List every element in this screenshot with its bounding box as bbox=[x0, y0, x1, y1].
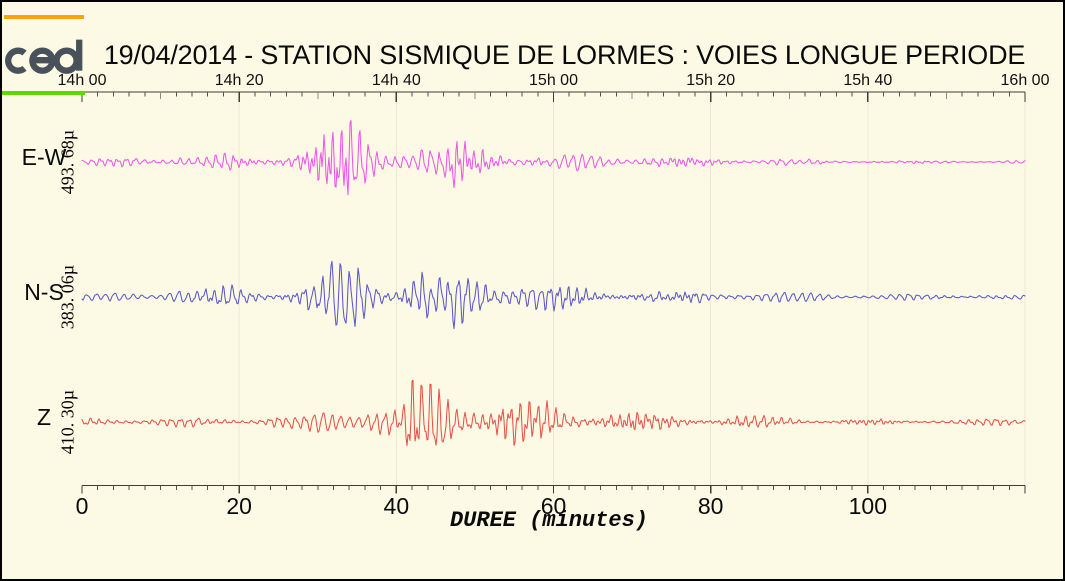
chart-title: 19/04/2014 - STATION SISMIQUE DE LORMES … bbox=[103, 40, 1026, 70]
duration-tick-label: 80 bbox=[697, 493, 724, 519]
time-tick-label: 15h 00 bbox=[529, 72, 578, 89]
time-tick-label: 15h 40 bbox=[843, 72, 893, 89]
grid-lines bbox=[238, 92, 1026, 485]
time-tick-label: 14h 00 bbox=[57, 72, 107, 89]
trace-n-s bbox=[81, 260, 1026, 330]
duration-tick-label: 60 bbox=[540, 493, 567, 519]
duration-tick-label: 20 bbox=[226, 493, 252, 519]
time-tick-label: 14h 20 bbox=[214, 72, 264, 89]
trace-scale-label: 493. 68µ bbox=[57, 129, 78, 195]
trace-scale-label: 410. 30µ bbox=[57, 389, 78, 455]
bottom-duration-axis bbox=[81, 484, 1026, 494]
duration-axis-title: DUREE (minutes) bbox=[449, 508, 649, 533]
cea-logo-icon bbox=[5, 39, 83, 74]
duration-tick-label: 100 bbox=[848, 493, 888, 519]
trace-name-label: Z bbox=[36, 404, 52, 430]
time-tick-label: 15h 20 bbox=[686, 72, 736, 89]
trace-z bbox=[81, 379, 1026, 447]
top-time-axis bbox=[81, 91, 1026, 102]
time-tick-label: 14h 40 bbox=[371, 72, 421, 89]
brand-green-bar bbox=[2, 91, 85, 95]
trace-e-w bbox=[81, 120, 1026, 196]
duration-tick-label: 40 bbox=[383, 493, 410, 519]
trace-scale-label: 383. 06µ bbox=[57, 264, 78, 330]
time-tick-label: 16h 00 bbox=[1000, 72, 1050, 89]
duration-tick-label: 0 bbox=[75, 493, 89, 519]
brand-orange-bar bbox=[4, 15, 84, 19]
trace-name-label: E-W bbox=[21, 144, 67, 170]
trace-name-label: N-S bbox=[24, 279, 64, 305]
seismogram-traces bbox=[81, 120, 1026, 447]
